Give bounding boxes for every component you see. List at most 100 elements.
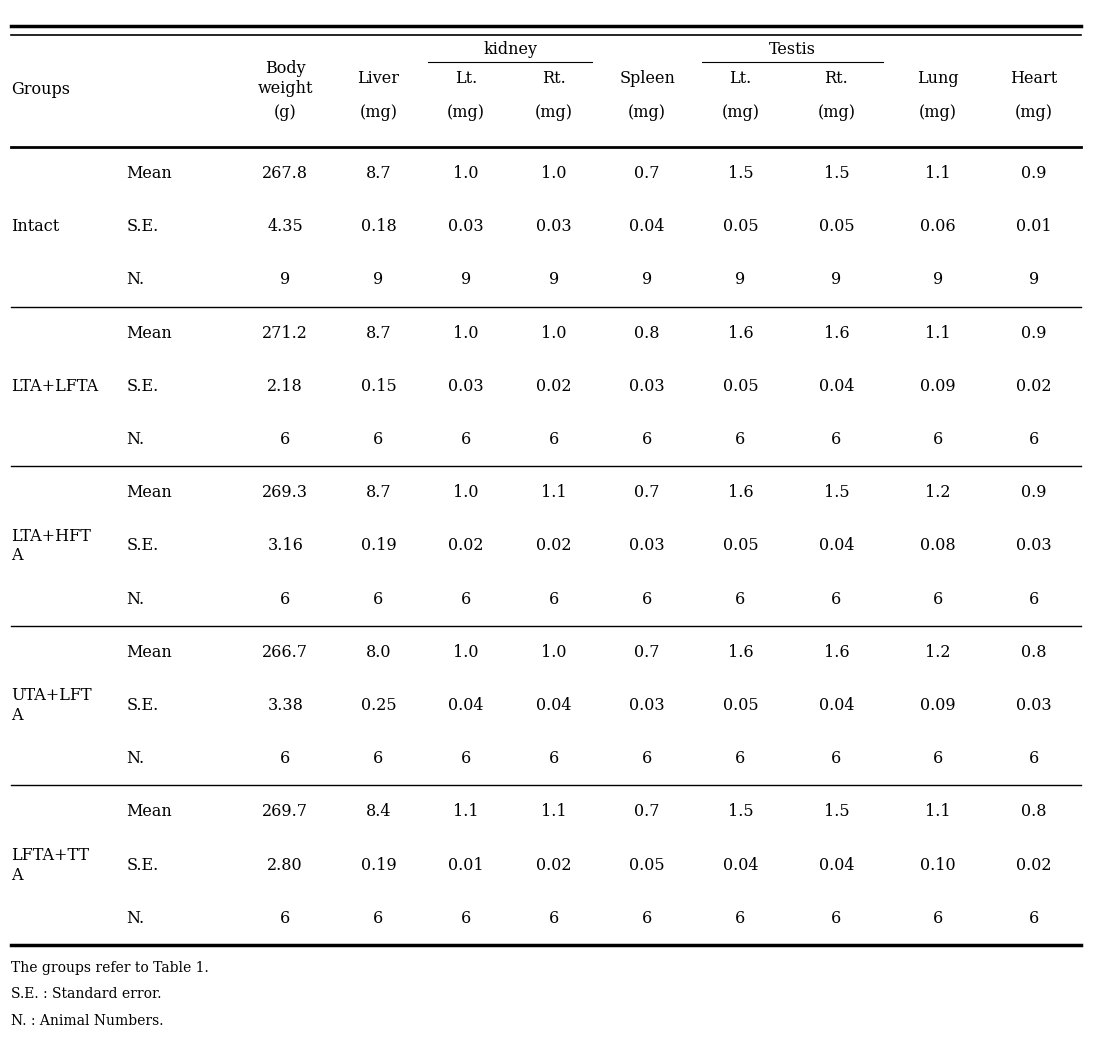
Text: 6: 6 bbox=[548, 591, 559, 608]
Text: 1.6: 1.6 bbox=[824, 644, 849, 660]
Text: 0.02: 0.02 bbox=[1016, 378, 1052, 395]
Text: 1.1: 1.1 bbox=[541, 484, 567, 501]
Text: 1.1: 1.1 bbox=[925, 165, 951, 182]
Text: 6: 6 bbox=[932, 910, 943, 927]
Text: 6: 6 bbox=[932, 591, 943, 608]
Text: LTA+LFTA: LTA+LFTA bbox=[11, 378, 98, 395]
Text: 6: 6 bbox=[548, 751, 559, 768]
Text: 6: 6 bbox=[548, 432, 559, 448]
Text: 6: 6 bbox=[832, 751, 841, 768]
Text: 6: 6 bbox=[932, 751, 943, 768]
Text: 2.80: 2.80 bbox=[268, 857, 303, 874]
Text: 0.05: 0.05 bbox=[723, 218, 758, 235]
Text: 1.0: 1.0 bbox=[541, 165, 567, 182]
Text: 6: 6 bbox=[832, 591, 841, 608]
Text: 6: 6 bbox=[735, 910, 746, 927]
Text: 0.04: 0.04 bbox=[630, 218, 665, 235]
Text: Body
weight: Body weight bbox=[258, 61, 313, 97]
Text: Lung: Lung bbox=[917, 70, 959, 87]
Text: 0.02: 0.02 bbox=[536, 378, 572, 395]
Text: LTA+HFT
A: LTA+HFT A bbox=[11, 528, 91, 564]
Text: 0.03: 0.03 bbox=[1016, 538, 1052, 554]
Text: Mean: Mean bbox=[126, 484, 172, 501]
Text: S.E.: S.E. bbox=[126, 218, 158, 235]
Text: N.: N. bbox=[126, 910, 145, 927]
Text: Liver: Liver bbox=[358, 70, 399, 87]
Text: 0.05: 0.05 bbox=[723, 697, 758, 714]
Text: Mean: Mean bbox=[126, 324, 172, 341]
Text: 1.1: 1.1 bbox=[925, 324, 951, 341]
Text: 6: 6 bbox=[280, 591, 291, 608]
Text: 1.5: 1.5 bbox=[824, 484, 849, 501]
Text: 9: 9 bbox=[932, 272, 943, 289]
Text: 6: 6 bbox=[832, 910, 841, 927]
Text: N.: N. bbox=[126, 432, 145, 448]
Text: Rt.: Rt. bbox=[825, 70, 848, 87]
Text: 9: 9 bbox=[280, 272, 291, 289]
Text: 0.7: 0.7 bbox=[634, 165, 660, 182]
Text: Mean: Mean bbox=[126, 803, 172, 820]
Text: 0.9: 0.9 bbox=[1021, 324, 1047, 341]
Text: 0.04: 0.04 bbox=[818, 538, 855, 554]
Text: (mg): (mg) bbox=[1015, 104, 1053, 121]
Text: 0.02: 0.02 bbox=[536, 857, 572, 874]
Text: N.: N. bbox=[126, 272, 145, 289]
Text: 6: 6 bbox=[1029, 910, 1039, 927]
Text: Groups: Groups bbox=[11, 81, 70, 98]
Text: 4.35: 4.35 bbox=[268, 218, 303, 235]
Text: 1.6: 1.6 bbox=[727, 324, 754, 341]
Text: 267.8: 267.8 bbox=[262, 165, 308, 182]
Text: 1.0: 1.0 bbox=[541, 324, 567, 341]
Text: 1.5: 1.5 bbox=[727, 165, 754, 182]
Text: 6: 6 bbox=[642, 910, 653, 927]
Text: 0.05: 0.05 bbox=[723, 378, 758, 395]
Text: (mg): (mg) bbox=[629, 104, 666, 121]
Text: Mean: Mean bbox=[126, 644, 172, 660]
Text: 6: 6 bbox=[461, 591, 472, 608]
Text: 9: 9 bbox=[735, 272, 746, 289]
Text: 1.6: 1.6 bbox=[824, 324, 849, 341]
Text: S.E.: S.E. bbox=[126, 378, 158, 395]
Text: 1.0: 1.0 bbox=[453, 484, 479, 501]
Text: 6: 6 bbox=[735, 432, 746, 448]
Text: 0.04: 0.04 bbox=[818, 857, 855, 874]
Text: 1.5: 1.5 bbox=[824, 165, 849, 182]
Text: 6: 6 bbox=[280, 432, 291, 448]
Text: 9: 9 bbox=[642, 272, 653, 289]
Text: 1.2: 1.2 bbox=[925, 484, 951, 501]
Text: (mg): (mg) bbox=[919, 104, 957, 121]
Text: Heart: Heart bbox=[1010, 70, 1058, 87]
Text: 0.04: 0.04 bbox=[818, 378, 855, 395]
Text: 9: 9 bbox=[461, 272, 472, 289]
Text: (mg): (mg) bbox=[448, 104, 485, 121]
Text: Lt.: Lt. bbox=[455, 70, 477, 87]
Text: 6: 6 bbox=[373, 432, 384, 448]
Text: 6: 6 bbox=[1029, 591, 1039, 608]
Text: 271.2: 271.2 bbox=[262, 324, 308, 341]
Text: 9: 9 bbox=[373, 272, 384, 289]
Text: 0.02: 0.02 bbox=[449, 538, 484, 554]
Text: 0.8: 0.8 bbox=[1021, 644, 1047, 660]
Text: 0.02: 0.02 bbox=[1016, 857, 1052, 874]
Text: 8.7: 8.7 bbox=[365, 324, 392, 341]
Text: 0.7: 0.7 bbox=[634, 803, 660, 820]
Text: 269.7: 269.7 bbox=[262, 803, 308, 820]
Text: 6: 6 bbox=[735, 591, 746, 608]
Text: 3.16: 3.16 bbox=[268, 538, 303, 554]
Text: 3.38: 3.38 bbox=[268, 697, 303, 714]
Text: 1.2: 1.2 bbox=[925, 644, 951, 660]
Text: 0.7: 0.7 bbox=[634, 484, 660, 501]
Text: 0.8: 0.8 bbox=[634, 324, 660, 341]
Text: 1.6: 1.6 bbox=[727, 484, 754, 501]
Text: 0.15: 0.15 bbox=[361, 378, 396, 395]
Text: 6: 6 bbox=[932, 432, 943, 448]
Text: 269.3: 269.3 bbox=[262, 484, 308, 501]
Text: 0.04: 0.04 bbox=[818, 697, 855, 714]
Text: Lt.: Lt. bbox=[730, 70, 751, 87]
Text: 0.01: 0.01 bbox=[1016, 218, 1052, 235]
Text: 0.03: 0.03 bbox=[449, 378, 484, 395]
Text: 1.0: 1.0 bbox=[453, 644, 479, 660]
Text: 0.09: 0.09 bbox=[920, 697, 955, 714]
Text: 1.0: 1.0 bbox=[453, 165, 479, 182]
Text: 0.04: 0.04 bbox=[723, 857, 758, 874]
